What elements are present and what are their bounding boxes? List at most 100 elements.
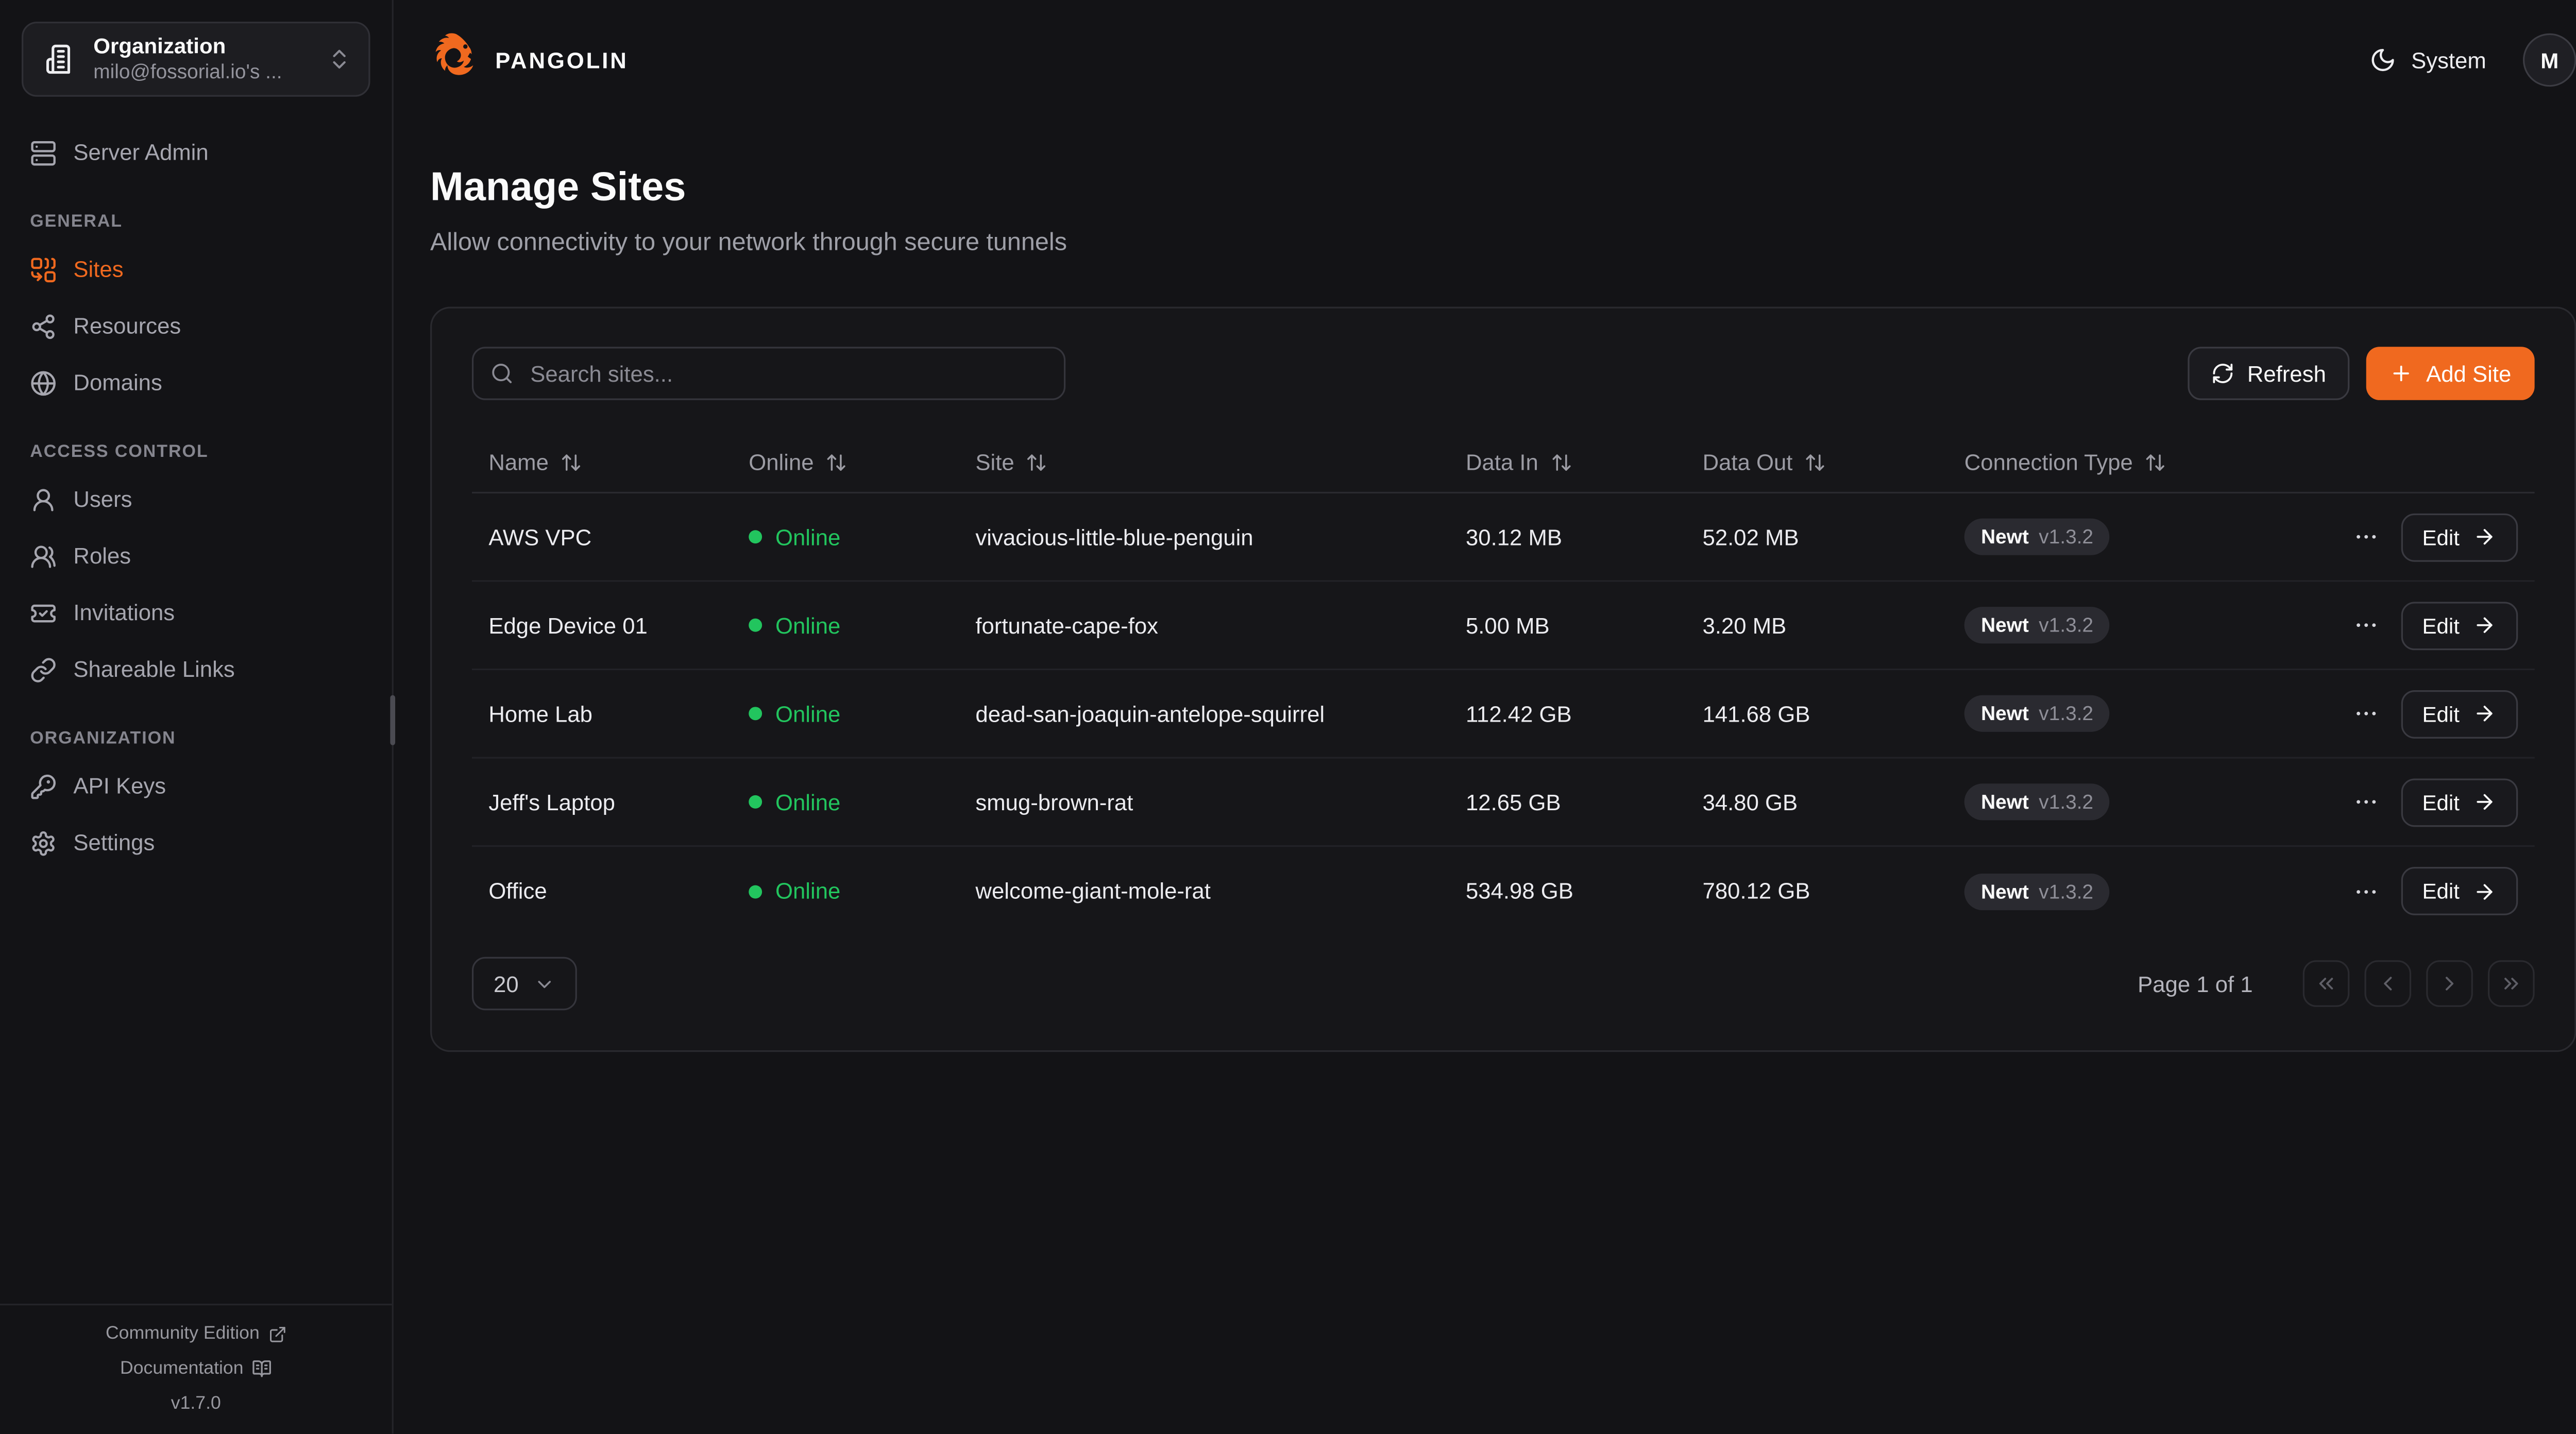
page-size-select[interactable]: 20 (471, 957, 577, 1011)
sidebar-item-domains[interactable]: Domains (20, 362, 372, 403)
table-header: Name Online Site Data In (471, 434, 2535, 494)
connection-type-cell: Newt v1.3.2 (1947, 873, 2258, 910)
data-out-cell: 141.68 GB (1702, 701, 1810, 726)
chevrons-left-icon (2319, 978, 2333, 989)
ellipsis-icon (2355, 535, 2375, 539)
brand-name: PANGOLIN (495, 47, 629, 73)
sort-icon (1804, 452, 1826, 473)
column-header-name[interactable]: Name (472, 450, 732, 475)
theme-label: System (2411, 47, 2486, 73)
gear-icon (30, 829, 57, 856)
row-menu-button[interactable] (2352, 789, 2379, 815)
arrow-right-icon (2473, 525, 2496, 549)
site-id-cell: smug-brown-rat (975, 789, 1133, 815)
community-edition-link[interactable]: Community Edition (13, 1324, 379, 1344)
column-header-data-out[interactable]: Data Out (1686, 450, 1947, 475)
waypoints-icon (30, 313, 57, 339)
search-icon (490, 362, 514, 385)
site-status-cell: Online (732, 524, 959, 549)
chevron-left-icon (2384, 977, 2392, 991)
sidebar-item-api-keys[interactable]: API Keys (20, 765, 372, 807)
data-in-cell: 112.42 GB (1465, 701, 1572, 726)
row-menu-button[interactable] (2352, 612, 2379, 639)
first-page-button[interactable] (2302, 960, 2350, 1007)
edit-button[interactable]: Edit (2400, 777, 2518, 826)
sites-table: Name Online Site Data In (471, 434, 2535, 935)
ellipsis-icon (2355, 800, 2375, 804)
sidebar-item-resources[interactable]: Resources (20, 305, 372, 347)
sidebar-item-users[interactable]: Users (20, 479, 372, 520)
org-switcher[interactable]: Organization milo@fossorial.io's ... (22, 22, 370, 97)
edit-button[interactable]: Edit (2400, 601, 2518, 650)
connection-type-badge: Newt v1.3.2 (1964, 783, 2110, 821)
arrow-right-icon (2473, 790, 2496, 813)
refresh-button[interactable]: Refresh (2187, 347, 2350, 400)
ellipsis-icon (2355, 889, 2375, 893)
site-id-cell: vivacious-little-blue-penguin (975, 524, 1253, 550)
column-header-online[interactable]: Online (732, 450, 959, 475)
previous-page-button[interactable] (2364, 960, 2412, 1007)
table-row: AWS VPC Online vivacious-little-blue-pen… (471, 493, 2535, 582)
sidebar-item-roles[interactable]: Roles (20, 535, 372, 577)
documentation-link[interactable]: Documentation (13, 1359, 379, 1379)
online-dot-icon (749, 707, 762, 721)
data-out-cell: 34.80 GB (1702, 789, 1798, 815)
add-site-button[interactable]: Add Site (2366, 347, 2535, 400)
users-icon (30, 543, 57, 570)
sidebar-item-label: Users (73, 487, 132, 512)
section-label-general: GENERAL (30, 212, 123, 232)
sidebar-item-label: API Keys (73, 773, 166, 799)
edit-button[interactable]: Edit (2400, 689, 2518, 738)
ellipsis-icon (2355, 623, 2375, 627)
search-input[interactable] (471, 347, 1066, 400)
site-id-cell: fortunate-cape-fox (975, 612, 1159, 638)
data-in-cell: 12.65 GB (1465, 789, 1561, 815)
edit-button[interactable]: Edit (2400, 513, 2518, 561)
connection-type-badge: Newt v1.3.2 (1964, 695, 2110, 732)
link-icon (30, 656, 57, 683)
data-in-cell: 5.00 MB (1465, 612, 1550, 638)
sidebar-resize-handle[interactable] (390, 695, 396, 745)
theme-toggle[interactable]: System (2369, 47, 2486, 74)
row-menu-button[interactable] (2352, 700, 2379, 727)
pagination: 20 Page 1 of 1 (471, 957, 2535, 1011)
column-header-data-in[interactable]: Data In (1449, 450, 1686, 475)
row-menu-button[interactable] (2352, 878, 2379, 904)
sidebar-nav: Server Admin GENERAL Sites Resources (0, 118, 392, 1304)
sidebar-footer: Community Edition Documentation v1.7.0 (0, 1304, 392, 1433)
arrow-right-icon (2473, 702, 2496, 725)
next-page-button[interactable] (2426, 960, 2473, 1007)
sidebar-item-server-admin[interactable]: Server Admin (20, 132, 372, 174)
arrow-right-icon (2473, 613, 2496, 637)
table-row: Office Online welcome-giant-mole-rat 534… (472, 847, 2535, 935)
online-dot-icon (749, 530, 762, 544)
brand-home-link[interactable]: PANGOLIN (430, 31, 629, 89)
last-page-button[interactable] (2488, 960, 2535, 1007)
site-name-cell: AWS VPC (488, 524, 592, 550)
globe-icon (30, 369, 57, 396)
data-out-cell: 780.12 GB (1702, 878, 1810, 904)
sort-icon (561, 452, 582, 473)
topbar: PANGOLIN System M (430, 0, 2576, 120)
site-id-cell: welcome-giant-mole-rat (975, 878, 1211, 904)
chevron-down-icon (534, 973, 555, 995)
sidebar-item-invitations[interactable]: Invitations (20, 592, 372, 634)
edit-button[interactable]: Edit (2400, 867, 2518, 915)
online-dot-icon (749, 618, 762, 632)
sidebar-item-label: Resources (73, 313, 181, 339)
avatar[interactable]: M (2522, 33, 2576, 87)
column-header-site[interactable]: Site (959, 450, 1449, 475)
column-header-connection-type[interactable]: Connection Type (1947, 450, 2258, 475)
combine-icon (30, 256, 57, 283)
row-menu-button[interactable] (2352, 523, 2379, 550)
sidebar-item-shareable-links[interactable]: Shareable Links (20, 648, 372, 690)
sidebar-item-sites[interactable]: Sites (20, 248, 372, 290)
arrow-right-icon (2473, 879, 2496, 902)
section-label-organization: ORGANIZATION (30, 728, 176, 749)
plus-icon (2389, 362, 2413, 385)
sidebar-item-settings[interactable]: Settings (20, 822, 372, 864)
site-status-cell: Online (732, 701, 959, 726)
table-body: AWS VPC Online vivacious-little-blue-pen… (471, 493, 2535, 935)
table-row: Edge Device 01 Online fortunate-cape-fox… (471, 582, 2535, 671)
